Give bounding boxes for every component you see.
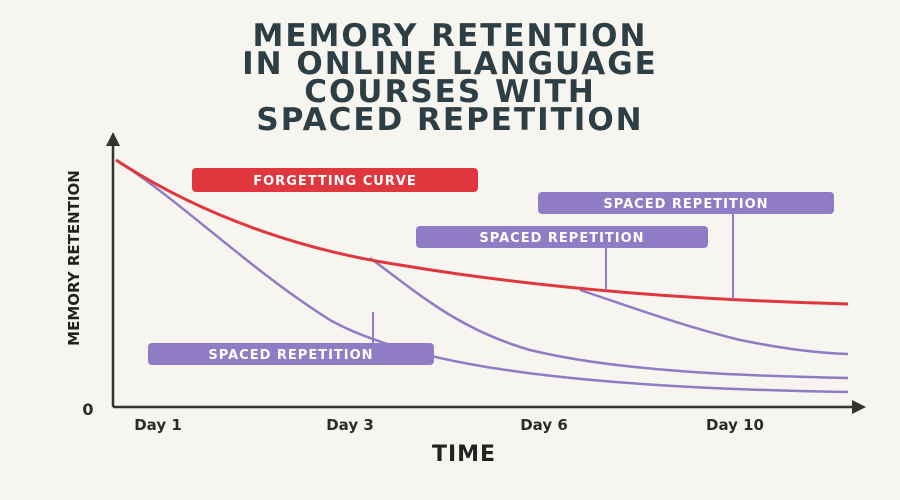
label-tag-spaced-repetition-2	[416, 226, 708, 248]
label-tag-forgetting-curve	[192, 168, 478, 192]
x-axis-arrow	[852, 400, 866, 414]
y-tick-label: 0	[82, 400, 93, 419]
label-forgetting-curve: FORGETTING CURVE	[253, 174, 417, 189]
chart-title-line: MEMORY RETENTION	[252, 18, 648, 54]
label-spaced-repetition-3: SPACED REPETITION	[603, 197, 768, 212]
label-spaced-repetition-2: SPACED REPETITION	[479, 231, 644, 246]
series-line-forgetting-curve	[115, 158, 849, 306]
x-axis-title: TIME	[432, 442, 496, 467]
y-axis-title: MEMORY RETENTION	[65, 170, 83, 346]
x-tick-label: Day 1	[134, 416, 182, 434]
label-tag-spaced-repetition-1	[148, 343, 434, 365]
chart-title-line: SPACED REPETITION	[256, 102, 644, 138]
y-axis-arrow	[106, 132, 120, 146]
chart-title-line: COURSES WITH	[304, 74, 596, 110]
series-line-spaced-repetition-1	[115, 158, 849, 394]
x-tick-label: Day 3	[326, 416, 374, 434]
series-line-spaced-repetition-2	[369, 256, 849, 380]
x-tick-label: Day 10	[706, 416, 764, 434]
chart-title-line: IN ONLINE LANGUAGE	[242, 46, 658, 82]
label-tag-spaced-repetition-3	[538, 192, 834, 214]
series-line-spaced-repetition-3	[579, 288, 849, 356]
chart-title: MEMORY RETENTION IN ONLINE LANGUAGE COUR…	[0, 18, 900, 138]
x-tick-label: Day 6	[520, 416, 568, 434]
label-spaced-repetition-1: SPACED REPETITION	[208, 348, 373, 363]
